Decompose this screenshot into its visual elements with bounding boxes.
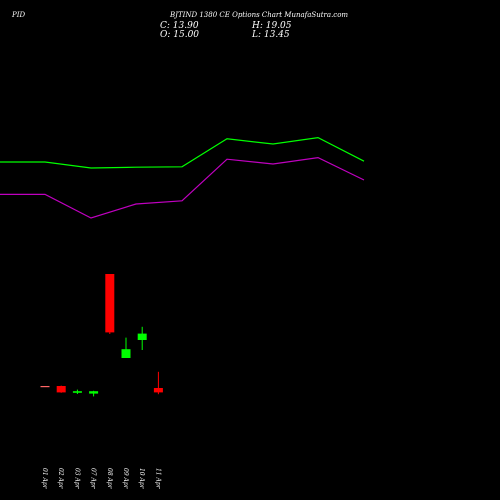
x-tick-label: 03 Apr	[73, 468, 80, 490]
candle-body	[153, 388, 163, 393]
candle-body	[40, 386, 50, 388]
candle-09-apr	[121, 337, 131, 358]
candle-08-apr	[105, 274, 115, 334]
x-tick-label: 11 Apr	[154, 468, 161, 490]
candle-body	[72, 391, 82, 393]
x-tick-label: 07 Apr	[90, 468, 97, 490]
candle-body	[89, 391, 99, 394]
x-tick-label: 10 Apr	[138, 468, 145, 490]
open-value: O: 15.00	[160, 30, 199, 40]
upper-band-line	[0, 136, 365, 169]
low-value: L: 13.45	[251, 30, 290, 40]
x-tick-label: 01 Apr	[41, 468, 48, 490]
candle-body	[137, 333, 147, 340]
chart-subtitle: BJTIND 1380 CE Options Chart MunafaSutra…	[169, 11, 348, 19]
x-tick-label: 09 Apr	[122, 468, 129, 490]
close-value: C: 13.90	[160, 21, 199, 31]
candle-03-apr	[72, 389, 82, 394]
lower-band-line	[0, 156, 365, 219]
candle-body	[105, 274, 115, 333]
candle-11-apr	[153, 371, 163, 395]
symbol-label: PID	[11, 11, 25, 19]
x-tick-label: 02 Apr	[57, 468, 64, 490]
candle-10-apr	[137, 326, 147, 350]
candle-body	[56, 386, 66, 393]
x-axis-ticks: 01 Apr 02 Apr 03 Apr 07 Apr 08 Apr 09 Apr 10 A…	[41, 468, 161, 490]
candles-layer	[40, 274, 163, 397]
candle-body	[121, 349, 131, 358]
candle-01-apr	[40, 386, 50, 388]
candle-07-apr	[89, 390, 99, 397]
candle-02-apr	[56, 385, 66, 393]
high-value: H: 19.05	[251, 21, 292, 31]
x-tick-label: 08 Apr	[106, 468, 113, 490]
bands-layer	[0, 136, 365, 219]
